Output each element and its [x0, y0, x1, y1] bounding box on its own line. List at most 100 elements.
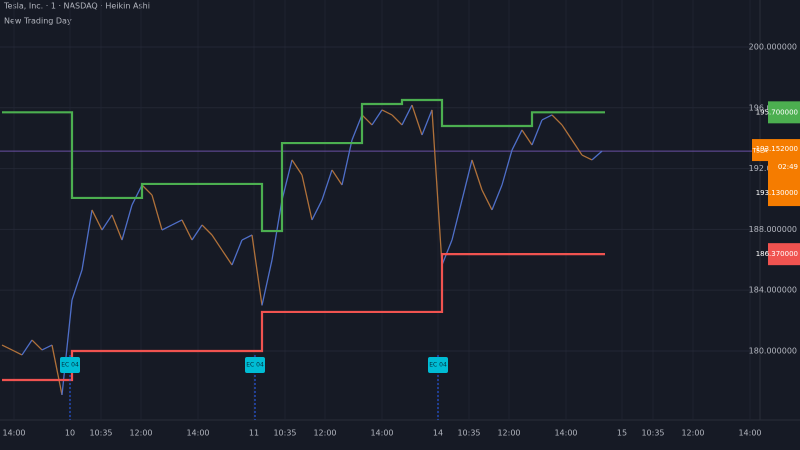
price-segment [41, 344, 53, 351]
price-segment [341, 139, 353, 186]
price-segment [331, 169, 343, 186]
price-segment [591, 150, 603, 161]
x-tick-label: 14:00 [2, 429, 25, 438]
x-tick-label: 10:35 [641, 429, 664, 438]
x-tick-label: 10:35 [89, 429, 112, 438]
price-segment [1, 344, 13, 351]
x-tick-label: 12:00 [497, 429, 520, 438]
price-segment [221, 249, 233, 266]
y-tick-label: 180.000000 [749, 346, 797, 355]
price-segment [551, 114, 563, 126]
price-segment [421, 109, 433, 136]
price-segment [251, 234, 263, 306]
price-segment [561, 124, 573, 141]
price-segment [371, 109, 383, 126]
price-segment [391, 114, 403, 126]
price-segment [161, 224, 173, 231]
price-segment [451, 199, 463, 241]
price-segment [101, 214, 113, 231]
price-segment [461, 159, 473, 201]
price-segment [541, 114, 553, 121]
price-segment [231, 239, 243, 266]
x-tick-label: 10 [65, 429, 75, 438]
x-tick-label: 12:00 [129, 429, 152, 438]
price-segment [111, 214, 123, 241]
x-tick-label: 10:35 [457, 429, 480, 438]
price-segment [431, 109, 443, 265]
countdown: 02:49 [778, 163, 798, 171]
price-segment [241, 234, 253, 241]
x-tick-label: 14:00 [370, 429, 393, 438]
y-tick-label: 200.000000 [749, 42, 797, 51]
price-segment [181, 219, 193, 241]
price-segment [471, 159, 483, 191]
x-tick-label: 14:00 [554, 429, 577, 438]
level-label: 195.700000 [756, 108, 798, 116]
price-segment [261, 259, 273, 306]
session-badge [245, 357, 265, 373]
level-badge [768, 243, 800, 266]
last-price-box [768, 139, 800, 207]
price-segment [201, 224, 213, 236]
price-segment [151, 194, 163, 231]
price-segment [31, 339, 43, 351]
y-tick-label: 184.000000 [749, 286, 797, 295]
price-segment [211, 234, 223, 251]
x-tick-label: 12:00 [313, 429, 336, 438]
price-segment [81, 209, 93, 271]
price-segment [411, 104, 423, 136]
symbol-line: Tesla, Inc. · 1 · NASDAQ · Heikin Ashi [3, 2, 150, 11]
price-segment [531, 119, 543, 146]
price-segment [491, 184, 503, 211]
x-tick-label: 14:00 [186, 429, 209, 438]
x-tick-label: 10:35 [273, 429, 296, 438]
symbol-box [752, 139, 768, 162]
price-segment [191, 224, 203, 241]
session-text: EC 04 [429, 362, 447, 369]
price-segment [361, 114, 373, 126]
price-segment [71, 269, 83, 301]
price-segment [351, 114, 363, 141]
price-segment [571, 139, 583, 156]
price-segment [291, 159, 303, 176]
x-tick-label: 14 [433, 429, 443, 438]
x-tick-label: 12:00 [681, 429, 704, 438]
session-badge [428, 357, 448, 373]
session-text: EC 04 [61, 362, 79, 369]
price-segment [21, 339, 33, 356]
price-segment [11, 349, 23, 356]
price-segment [301, 174, 313, 221]
x-tick-label: 11 [249, 429, 259, 438]
level-badge [768, 101, 800, 124]
symbol: TSLA [751, 148, 768, 155]
last-price-label: 193.152000 [756, 145, 798, 153]
price-segment [121, 204, 133, 241]
price-segment [131, 184, 143, 206]
level-line [2, 98, 605, 233]
price-segment [501, 149, 513, 186]
price-segment [481, 189, 493, 211]
level-label: 186.370000 [756, 250, 798, 258]
price-segment [401, 104, 413, 126]
price-segment [441, 239, 453, 266]
price-segment [521, 129, 533, 146]
x-tick-label: 15 [617, 429, 627, 438]
price-segment [311, 199, 323, 221]
level-line [2, 253, 605, 382]
y-tick-label: 188.000000 [749, 225, 797, 234]
price-segment [51, 344, 63, 396]
indicator-name: New Trading Day [4, 17, 72, 26]
price-segment [141, 184, 153, 196]
price-segment [91, 209, 103, 231]
price-segment [581, 154, 593, 161]
price-segment [381, 109, 393, 116]
secondary-price: 193.130000 [756, 189, 798, 197]
price-segment [511, 129, 523, 151]
session-text: EC 04 [246, 362, 264, 369]
x-tick-label: 14:00 [738, 429, 761, 438]
session-badge [60, 357, 80, 373]
price-segment [171, 219, 183, 226]
price-segment [281, 159, 293, 201]
